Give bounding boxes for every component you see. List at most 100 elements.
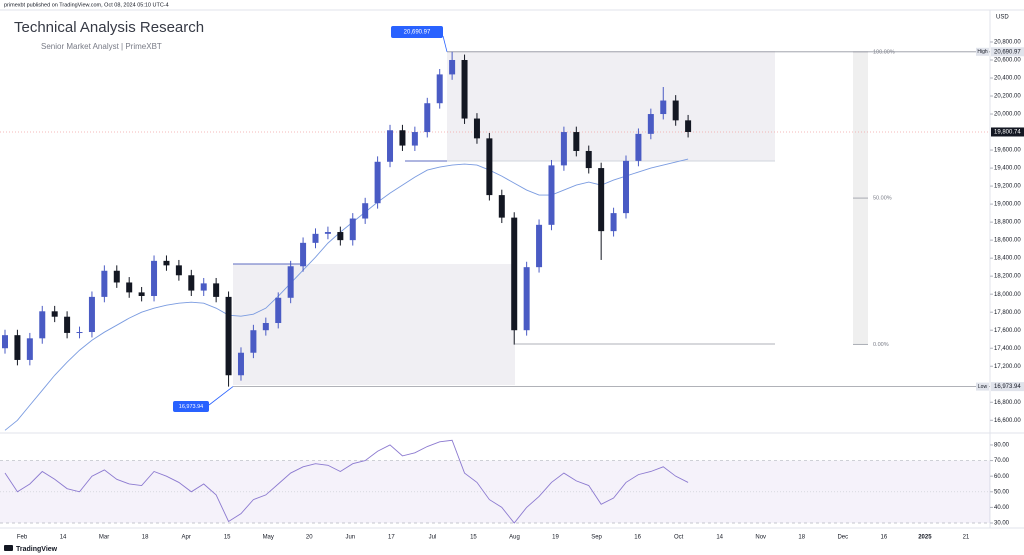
x-tick-label: Sep [591, 535, 602, 541]
x-tick-label: 16 [634, 535, 641, 541]
candle-body [374, 161, 381, 204]
candle-body [424, 103, 431, 133]
candle-body [64, 316, 71, 333]
last-price-label: 19,800.74 [994, 130, 1021, 136]
candle-body [126, 282, 133, 293]
range-box [233, 264, 515, 385]
candle-body [324, 232, 331, 234]
callout-label: 16,973.94 [179, 404, 203, 410]
candle-body [610, 213, 617, 232]
y-tick-label: 18,400.00 [994, 256, 1021, 262]
y-tick-label: 80.00 [994, 443, 1010, 449]
x-tick-label: 19 [552, 535, 559, 541]
candle-body [349, 218, 356, 241]
x-tick-label: 15 [470, 535, 477, 541]
y-tick-label: 16,800.00 [994, 400, 1021, 406]
candle-body [14, 335, 21, 360]
y-tick-label: 18,600.00 [994, 238, 1021, 244]
price-badge [991, 382, 1024, 392]
candle-body [598, 168, 605, 232]
y-tick-label: 20,400.00 [994, 76, 1021, 82]
candle-body [2, 335, 8, 349]
brand-logo [4, 545, 13, 551]
candle-body [213, 283, 220, 297]
tag-box [976, 382, 989, 391]
tag-label: Low [978, 384, 988, 390]
fib-label: 100.00% [873, 49, 895, 55]
candle-body [163, 260, 170, 266]
tag-label: High [977, 49, 988, 55]
y-tick-label: 18,800.00 [994, 220, 1021, 226]
y-tick-label: 18,200.00 [994, 274, 1021, 280]
y-tick-label: 20,000.00 [994, 112, 1021, 118]
callout [173, 401, 209, 412]
candle-body [685, 120, 692, 132]
candle-body [536, 224, 543, 268]
candle-body [237, 352, 244, 376]
candle-body [523, 267, 530, 331]
y-tick-label: 17,400.00 [994, 346, 1021, 352]
x-tick-label: Feb [17, 535, 28, 541]
candle-body [337, 232, 344, 241]
y-tick-label: 16,600.00 [994, 418, 1021, 424]
candle-body [560, 132, 567, 166]
price-badge-label: 16,973.94 [994, 384, 1021, 390]
last-price-badge [991, 127, 1024, 137]
candle-body [225, 296, 232, 376]
candle-body [188, 275, 195, 291]
y-tick-label: 60.00 [994, 474, 1010, 480]
x-tick-label: 17 [388, 535, 395, 541]
candle-body [461, 59, 468, 119]
candle-body [200, 283, 207, 291]
x-tick-label: 18 [142, 535, 149, 541]
candle-body [573, 132, 580, 151]
x-tick-label: Aug [509, 535, 520, 541]
y-tick-label: 20,600.00 [994, 58, 1021, 64]
candle-body [635, 133, 642, 161]
y-tick-label: 50.00 [994, 489, 1010, 495]
callout [391, 26, 443, 38]
candle-body [411, 132, 418, 146]
subtitle: Senior Market Analyst | PrimeXBT [41, 42, 162, 51]
x-tick-label: 2025 [918, 535, 932, 541]
x-tick-label: 14 [60, 535, 67, 541]
candle-body [498, 195, 505, 218]
candle-body [113, 270, 120, 283]
price-badge [991, 47, 1024, 57]
x-tick-label: 14 [716, 535, 723, 541]
rsi-line [4, 439, 689, 524]
candle-body [449, 59, 456, 75]
candle-body [300, 242, 307, 267]
x-tick-label: 15 [224, 535, 231, 541]
candle-body [175, 265, 182, 276]
candle-body [138, 292, 145, 296]
candle-body [486, 138, 493, 196]
y-tick-label: 19,200.00 [994, 184, 1021, 190]
price-badge-label: 20,690.97 [994, 49, 1021, 55]
y-tick-label: 40.00 [994, 505, 1010, 511]
candle-body [672, 100, 679, 121]
x-tick-label: Jun [345, 535, 355, 541]
y-tick-label: 70.00 [994, 458, 1010, 464]
candle-body [39, 311, 46, 339]
moving-average [4, 158, 689, 431]
callout-pointer [208, 386, 234, 406]
brand: TradingView [16, 546, 58, 553]
x-tick-label: Oct [674, 535, 684, 541]
candle-body [262, 323, 269, 331]
candle-body [275, 297, 282, 324]
candle-body [362, 203, 369, 219]
y-tick-label: 20,800.00 [994, 40, 1021, 46]
callout-pointer [442, 35, 448, 52]
candle-body [88, 296, 95, 333]
y-tick-label: 19,600.00 [994, 148, 1021, 154]
x-tick-label: Jul [429, 535, 437, 541]
x-tick-label: Mar [99, 535, 109, 541]
y-tick-label: 19,000.00 [994, 202, 1021, 208]
candle-body [436, 74, 443, 104]
candle-body [51, 311, 58, 317]
y-tick-label: 17,200.00 [994, 364, 1021, 370]
title: Technical Analysis Research [14, 19, 204, 36]
x-tick-label: Apr [181, 535, 190, 541]
